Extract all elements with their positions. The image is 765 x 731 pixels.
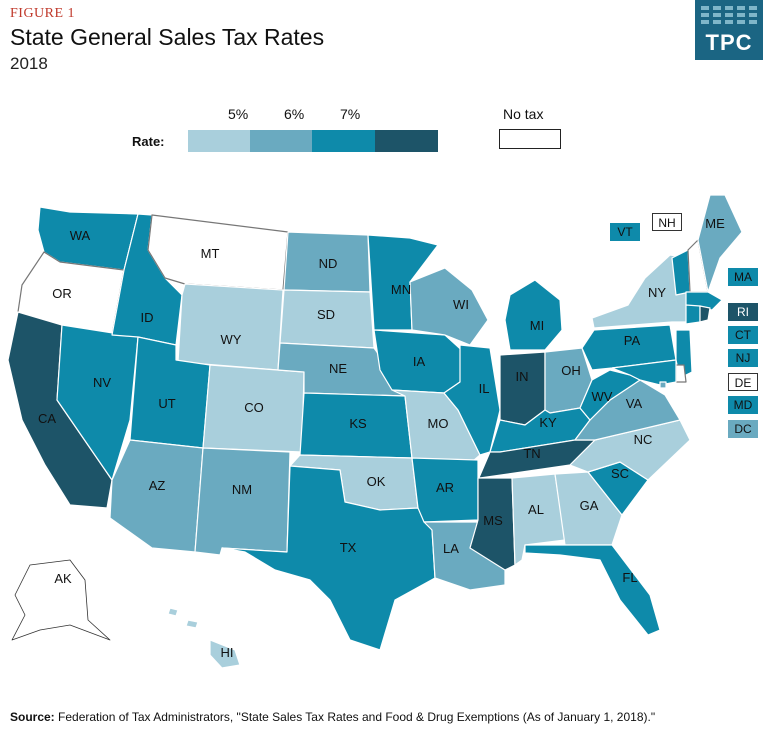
tag-ri: RI: [728, 303, 758, 321]
state-label-or: OR: [52, 286, 72, 301]
state-ga: [554, 471, 623, 546]
state-label-ga: GA: [580, 498, 599, 513]
tag-nh: NH: [652, 213, 682, 231]
source-note: Source: Federation of Tax Administrators…: [10, 710, 655, 724]
state-label-fl: FL: [622, 570, 637, 585]
tag-dc: DC: [728, 420, 758, 438]
state-label-va: VA: [626, 396, 643, 411]
logo-grid-icon: [701, 6, 757, 28]
state-label-sd: SD: [317, 307, 335, 322]
state-label-wv: WV: [592, 389, 613, 404]
legend-notax-swatch: [499, 129, 561, 149]
legend-tick-7: 7%: [340, 106, 361, 122]
chart-title: State General Sales Tax Rates: [10, 24, 325, 50]
state-label-oh: OH: [561, 363, 581, 378]
state-tx: [221, 465, 436, 651]
state-label-co: CO: [244, 400, 264, 415]
legend-swatch-under-5: [188, 130, 250, 152]
state-label-ks: KS: [349, 416, 367, 431]
us-map: WA OR CA NV ID MT WY UT AZ CO NM ND SD NE KS OK TX MN IA MO…: [7, 194, 743, 669]
chart-subtitle: 2018: [10, 54, 48, 73]
logo-text: TPC: [705, 30, 753, 55]
state-fl: [524, 544, 661, 636]
legend-notax-label: No tax: [503, 106, 544, 122]
state-label-me: ME: [705, 216, 725, 231]
state-label-mi: MI: [530, 318, 544, 333]
state-label-ny: NY: [648, 285, 666, 300]
state-ri: [699, 305, 711, 323]
state-ct: [685, 304, 701, 325]
state-label-la: LA: [443, 541, 459, 556]
state-wy: [177, 283, 284, 371]
state-label-ok: OK: [367, 474, 386, 489]
legend-tick-6: 6%: [284, 106, 305, 122]
state-wi: [409, 267, 489, 346]
state-de: [675, 364, 687, 383]
state-in: [499, 351, 546, 426]
state-label-hi: HI: [221, 645, 234, 660]
legend-swatch-6-to-7: [312, 130, 375, 152]
state-hi-islands: [167, 607, 199, 629]
state-label-tn: TN: [523, 446, 540, 461]
state-label-ms: MS: [483, 513, 503, 528]
state-label-nm: NM: [232, 482, 252, 497]
state-label-wa: WA: [70, 228, 91, 243]
state-label-ca: CA: [38, 411, 56, 426]
state-label-ia: IA: [413, 354, 426, 369]
legend-swatch-5-to-6: [250, 130, 312, 152]
tag-ma: MA: [728, 268, 758, 286]
tag-md: MD: [728, 396, 758, 414]
state-label-ar: AR: [436, 480, 454, 495]
state-label-id: ID: [141, 310, 154, 325]
state-hi: [209, 639, 241, 669]
state-vt: [671, 249, 691, 296]
state-il: [443, 344, 501, 456]
state-label-ne: NE: [329, 361, 347, 376]
source-text: Federation of Tax Administrators, "State…: [58, 710, 656, 724]
state-label-pa: PA: [624, 333, 641, 348]
state-label-nd: ND: [319, 256, 338, 271]
state-label-al: AL: [528, 502, 544, 517]
state-label-mt: MT: [201, 246, 220, 261]
state-label-wy: WY: [221, 332, 242, 347]
tag-vt: VT: [610, 223, 640, 241]
state-label-nv: NV: [93, 375, 111, 390]
source-label: Source:: [10, 710, 55, 724]
tag-nj: NJ: [728, 349, 758, 367]
state-label-wi: WI: [453, 297, 469, 312]
state-dc: [659, 381, 667, 389]
state-mi: [504, 279, 563, 351]
tpc-logo: TPC: [695, 0, 763, 60]
state-label-ky: KY: [539, 415, 557, 430]
state-label-nc: NC: [634, 432, 653, 447]
state-label-az: AZ: [149, 478, 166, 493]
state-ar: [411, 457, 479, 523]
state-label-il: IL: [479, 381, 490, 396]
tag-ct: CT: [728, 326, 758, 344]
state-label-tx: TX: [340, 540, 357, 555]
figure-label: FIGURE 1: [10, 6, 76, 21]
state-label-mo: MO: [428, 416, 449, 431]
legend-rate-label: Rate:: [132, 134, 165, 149]
state-label-ut: UT: [158, 396, 175, 411]
tag-de: DE: [728, 373, 758, 391]
state-label-ak: AK: [54, 571, 72, 586]
state-label-in: IN: [516, 369, 529, 384]
state-labels: WA OR CA NV ID MT WY UT AZ CO NM ND SD NE KS OK TX MN IA MO…: [38, 216, 725, 660]
state-nm: [194, 447, 291, 556]
state-label-sc: SC: [611, 466, 629, 481]
state-az: [109, 439, 204, 553]
legend-tick-5: 5%: [228, 106, 249, 122]
legend-swatch-7-plus: [375, 130, 438, 152]
state-label-mn: MN: [391, 282, 411, 297]
state-ak: [11, 559, 111, 641]
